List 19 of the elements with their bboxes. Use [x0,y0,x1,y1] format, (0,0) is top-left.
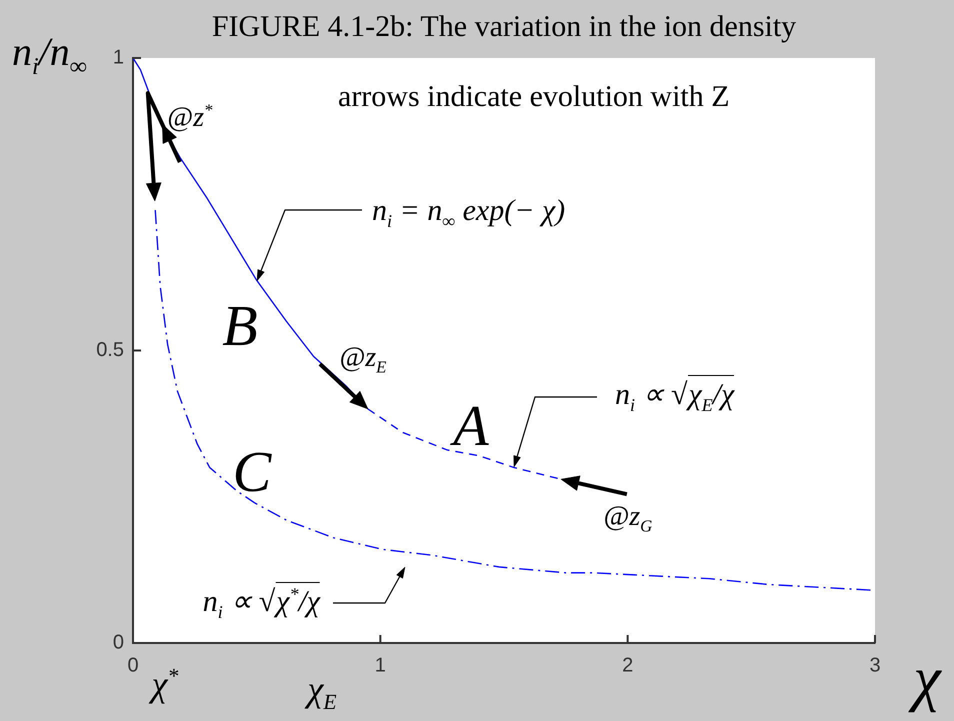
annotation: @z$_{G}$ [603,501,652,536]
annotation: @z$^{*}$ [167,100,212,134]
y-tick-label: 1 [112,46,124,69]
annotation: n$_{i}$ = n$_{∞}$ exp(− χ) [372,194,566,231]
text: χ$_{E}$ [307,669,337,714]
annotation: n$_{i}$ ∝ √χ$_{E}$/χ [615,377,734,415]
annotation: n$_{i}$ ∝ √χ$^{*}$/χ [202,583,320,622]
chart-title: FIGURE 4.1-2b: The variation in the ion density [212,10,796,43]
annotation: C [232,439,272,504]
annotation: B [222,293,258,358]
x-tick-label: 0 [127,654,139,677]
y-axis-title: n$_{i}$/n$_{∞}$ [12,29,87,80]
annotation: @z$_{E}$ [339,342,386,377]
x-tick-label: 3 [869,654,881,677]
annotation: arrows indicate evolution with Z [338,80,730,113]
x-tick-label: 2 [622,654,634,677]
y-tick-label: 0.5 [96,339,124,362]
x-tick-label: 1 [374,654,386,677]
y-tick-label: 0 [112,632,124,654]
